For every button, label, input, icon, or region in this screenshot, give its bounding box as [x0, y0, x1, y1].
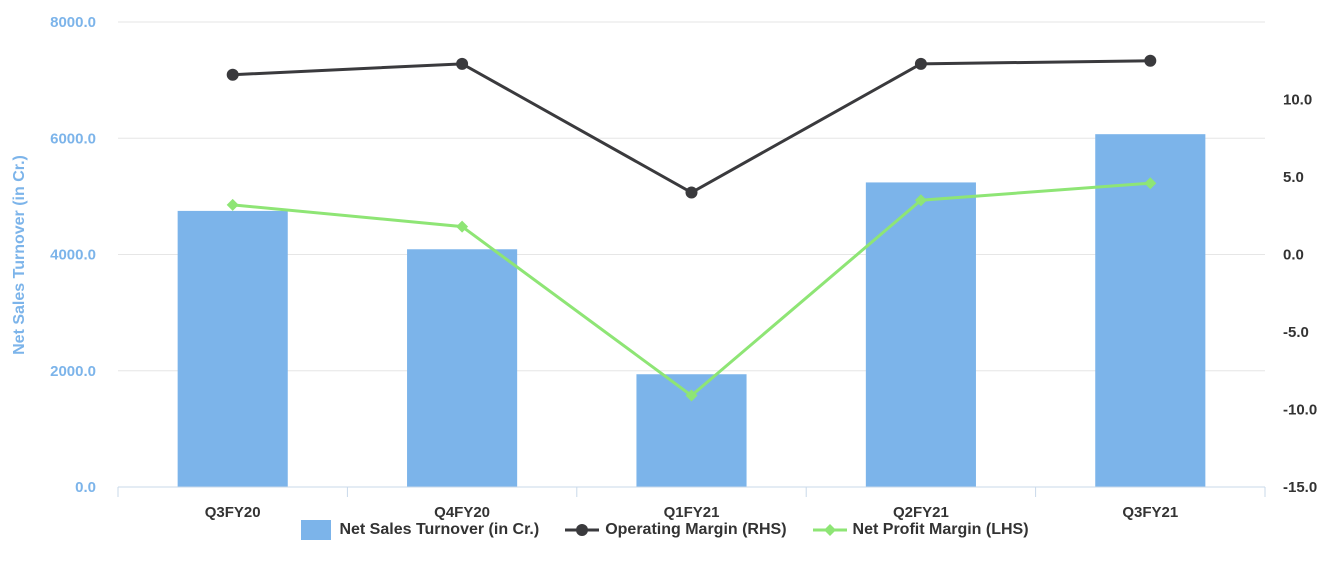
bar [177, 210, 288, 487]
right-tick-label: 10.0 [1283, 92, 1312, 109]
left-tick-label: 2000.0 [50, 363, 96, 380]
x-axis: Q3FY20 Q4FY20 Q1FY21 Q2FY21 Q3FY21 [117, 486, 1266, 521]
right-tick-label: -5.0 [1283, 324, 1309, 341]
left-tick-label: 8000.0 [50, 14, 96, 31]
operating-margin-point [456, 57, 469, 70]
legend: Net Sales Turnover (in Cr.) Operating Ma… [0, 520, 1330, 540]
bar [1095, 134, 1206, 487]
operating-margin-point [226, 68, 239, 81]
y-axis-title: Net Sales Turnover (in Cr.) [11, 155, 28, 355]
operating-margin-point [914, 57, 927, 70]
x-tick-label: Q4FY20 [434, 504, 490, 521]
lines-group [226, 54, 1157, 402]
left-tick-label: 0.0 [75, 479, 96, 496]
operating-margin-line [232, 59, 1151, 195]
gridlines [118, 21, 1265, 372]
net-profit-margin-point [685, 389, 698, 402]
legend-swatch-net-sales [301, 520, 332, 540]
left-y-axis: 0.0 2000.0 4000.0 6000.0 8000.0 [50, 14, 96, 496]
legend-label-net-profit-margin: Net Profit Margin (LHS) [852, 521, 1029, 538]
right-tick-label: -15.0 [1283, 479, 1317, 496]
x-tick-label: Q2FY21 [893, 504, 949, 521]
left-tick-label: 4000.0 [50, 247, 96, 264]
right-y-axis: -15.0 -10.0 -5.0 0.0 5.0 10.0 [1283, 92, 1317, 497]
legend-swatch-operating-margin [565, 524, 600, 536]
right-tick-label: -10.0 [1283, 402, 1317, 419]
operating-margin-point [685, 186, 698, 199]
right-tick-label: 0.0 [1283, 247, 1304, 264]
left-tick-label: 6000.0 [50, 130, 96, 147]
legend-item-net-sales[interactable]: Net Sales Turnover (in Cr.) [301, 520, 539, 540]
bar [407, 249, 518, 487]
legend-label-net-sales: Net Sales Turnover (in Cr.) [339, 521, 540, 538]
legend-label-operating-margin: Operating Margin (RHS) [605, 521, 787, 538]
net-profit-margin-point [1144, 177, 1157, 190]
net-profit-margin-point [456, 220, 469, 233]
right-tick-label: 5.0 [1283, 169, 1304, 186]
net-profit-margin-line [232, 181, 1151, 398]
x-tick-label: Q1FY21 [664, 504, 720, 521]
operating-margin-point [1144, 54, 1157, 67]
net-profit-margin-point [226, 198, 239, 211]
legend-item-operating-margin[interactable]: Operating Margin (RHS) [565, 520, 787, 540]
net-profit-margin-point [914, 194, 927, 207]
bar [865, 182, 976, 488]
legend-item-net-profit-margin[interactable]: Net Profit Margin (LHS) [812, 520, 1029, 540]
x-tick-label: Q3FY20 [205, 504, 261, 521]
x-tick-label: Q3FY21 [1122, 504, 1178, 521]
legend-swatch-net-profit-margin [812, 524, 847, 536]
